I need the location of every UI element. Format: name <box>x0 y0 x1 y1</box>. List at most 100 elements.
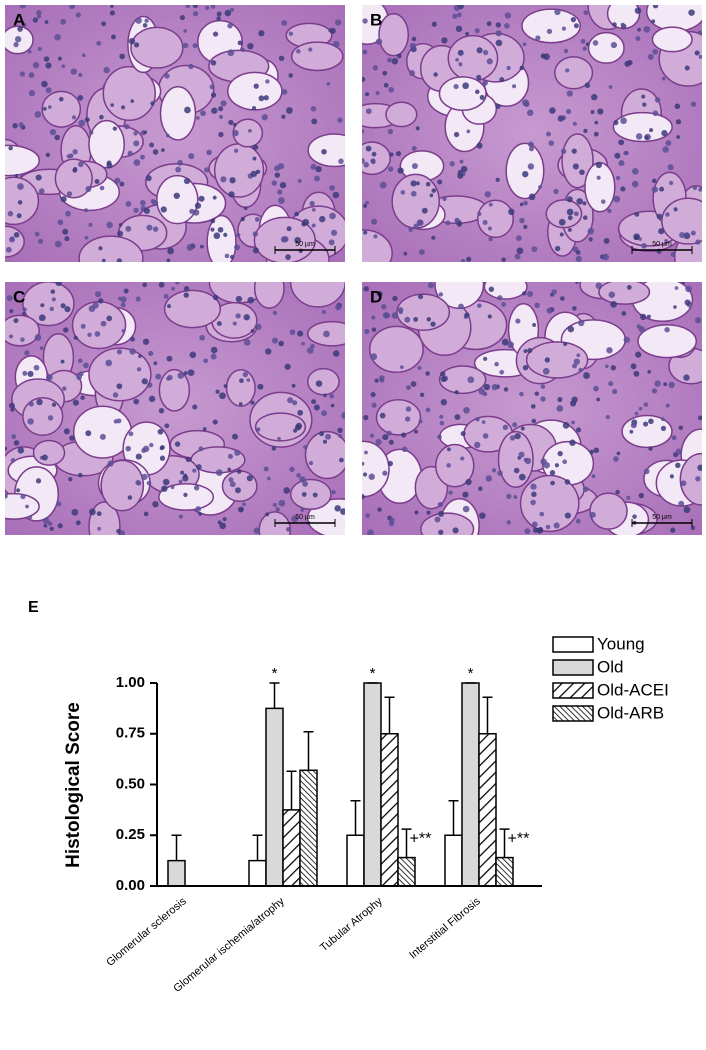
nucleus <box>12 123 18 129</box>
nucleus <box>242 371 249 378</box>
nucleus <box>558 218 566 226</box>
nucleus <box>692 185 698 191</box>
nucleus <box>670 527 676 533</box>
nucleus <box>410 381 417 387</box>
nucleus <box>411 145 417 151</box>
tubule <box>420 512 475 535</box>
tubule <box>545 199 583 229</box>
nucleus <box>57 523 63 529</box>
x-tick-label: Tubular Atrophy <box>318 895 385 954</box>
nucleus <box>634 211 640 217</box>
nucleus <box>566 208 574 216</box>
nucleus <box>554 245 561 252</box>
nucleus <box>41 80 48 88</box>
nucleus <box>519 391 524 397</box>
nucleus <box>224 253 230 259</box>
nucleus <box>114 177 121 184</box>
nucleus <box>228 477 234 483</box>
nucleus <box>64 306 71 313</box>
nucleus <box>143 511 149 517</box>
nucleus <box>530 499 536 506</box>
nucleus <box>56 501 62 507</box>
nucleus <box>362 472 368 477</box>
nucleus <box>431 188 437 193</box>
tubule <box>22 396 64 436</box>
nucleus <box>315 165 322 173</box>
nucleus <box>232 321 237 326</box>
nucleus <box>117 230 124 237</box>
nucleus <box>400 365 404 369</box>
nucleus <box>544 357 550 363</box>
nucleus <box>553 188 559 195</box>
nucleus <box>183 29 188 33</box>
nucleus <box>651 186 659 193</box>
nucleus <box>111 34 116 40</box>
nucleus <box>572 121 577 126</box>
nucleus <box>576 198 583 205</box>
nucleus <box>675 462 681 469</box>
nucleus <box>441 37 448 44</box>
nucleus <box>429 193 434 198</box>
nucleus <box>236 469 242 474</box>
nucleus <box>203 358 209 364</box>
nucleus <box>16 213 22 219</box>
nucleus <box>654 380 661 387</box>
nucleus <box>499 369 505 375</box>
nucleus <box>41 454 48 461</box>
nucleus <box>311 223 316 228</box>
nucleus <box>84 208 88 213</box>
nucleus <box>163 293 169 299</box>
nucleus <box>153 361 158 366</box>
tubule <box>362 229 393 262</box>
nucleus <box>439 414 444 419</box>
nucleus <box>98 298 104 304</box>
nucleus <box>434 516 441 523</box>
tubule <box>88 119 126 169</box>
nucleus <box>331 489 336 495</box>
nucleus <box>215 389 220 394</box>
nucleus <box>597 108 604 115</box>
nucleus <box>196 464 202 470</box>
nucleus <box>88 222 93 227</box>
nucleus <box>265 512 270 517</box>
nucleus <box>78 161 84 168</box>
nucleus <box>49 526 54 531</box>
nucleus <box>49 306 54 312</box>
legend-label: Old-ARB <box>597 703 664 722</box>
nucleus <box>652 48 659 55</box>
nucleus <box>404 316 411 323</box>
nucleus <box>697 30 702 35</box>
nucleus <box>265 79 270 84</box>
y-axis-label: Histological Score <box>63 702 84 868</box>
nucleus <box>141 447 147 454</box>
nucleus <box>531 418 537 424</box>
nucleus <box>671 435 677 441</box>
tubule <box>598 282 651 305</box>
nucleus <box>216 321 222 327</box>
nucleus <box>460 431 466 437</box>
nucleus <box>157 428 164 435</box>
nucleus <box>25 504 29 509</box>
nucleus <box>516 235 522 242</box>
nucleus <box>278 499 286 507</box>
nucleus <box>487 314 492 319</box>
nucleus <box>504 23 510 29</box>
nucleus <box>146 382 153 388</box>
nucleus <box>42 517 50 525</box>
nucleus <box>192 404 198 410</box>
nucleus <box>389 517 395 523</box>
nucleus <box>526 290 534 297</box>
nucleus <box>488 236 493 242</box>
nucleus <box>110 103 115 107</box>
nucleus <box>62 228 69 235</box>
nucleus <box>588 237 593 242</box>
nucleus <box>162 478 170 486</box>
nucleus <box>314 175 320 182</box>
nucleus <box>665 140 672 146</box>
nucleus <box>228 191 235 198</box>
nucleus <box>467 376 475 384</box>
nucleus <box>195 506 202 512</box>
nucleus <box>567 325 575 333</box>
nucleus <box>629 429 634 434</box>
nucleus <box>54 33 61 41</box>
